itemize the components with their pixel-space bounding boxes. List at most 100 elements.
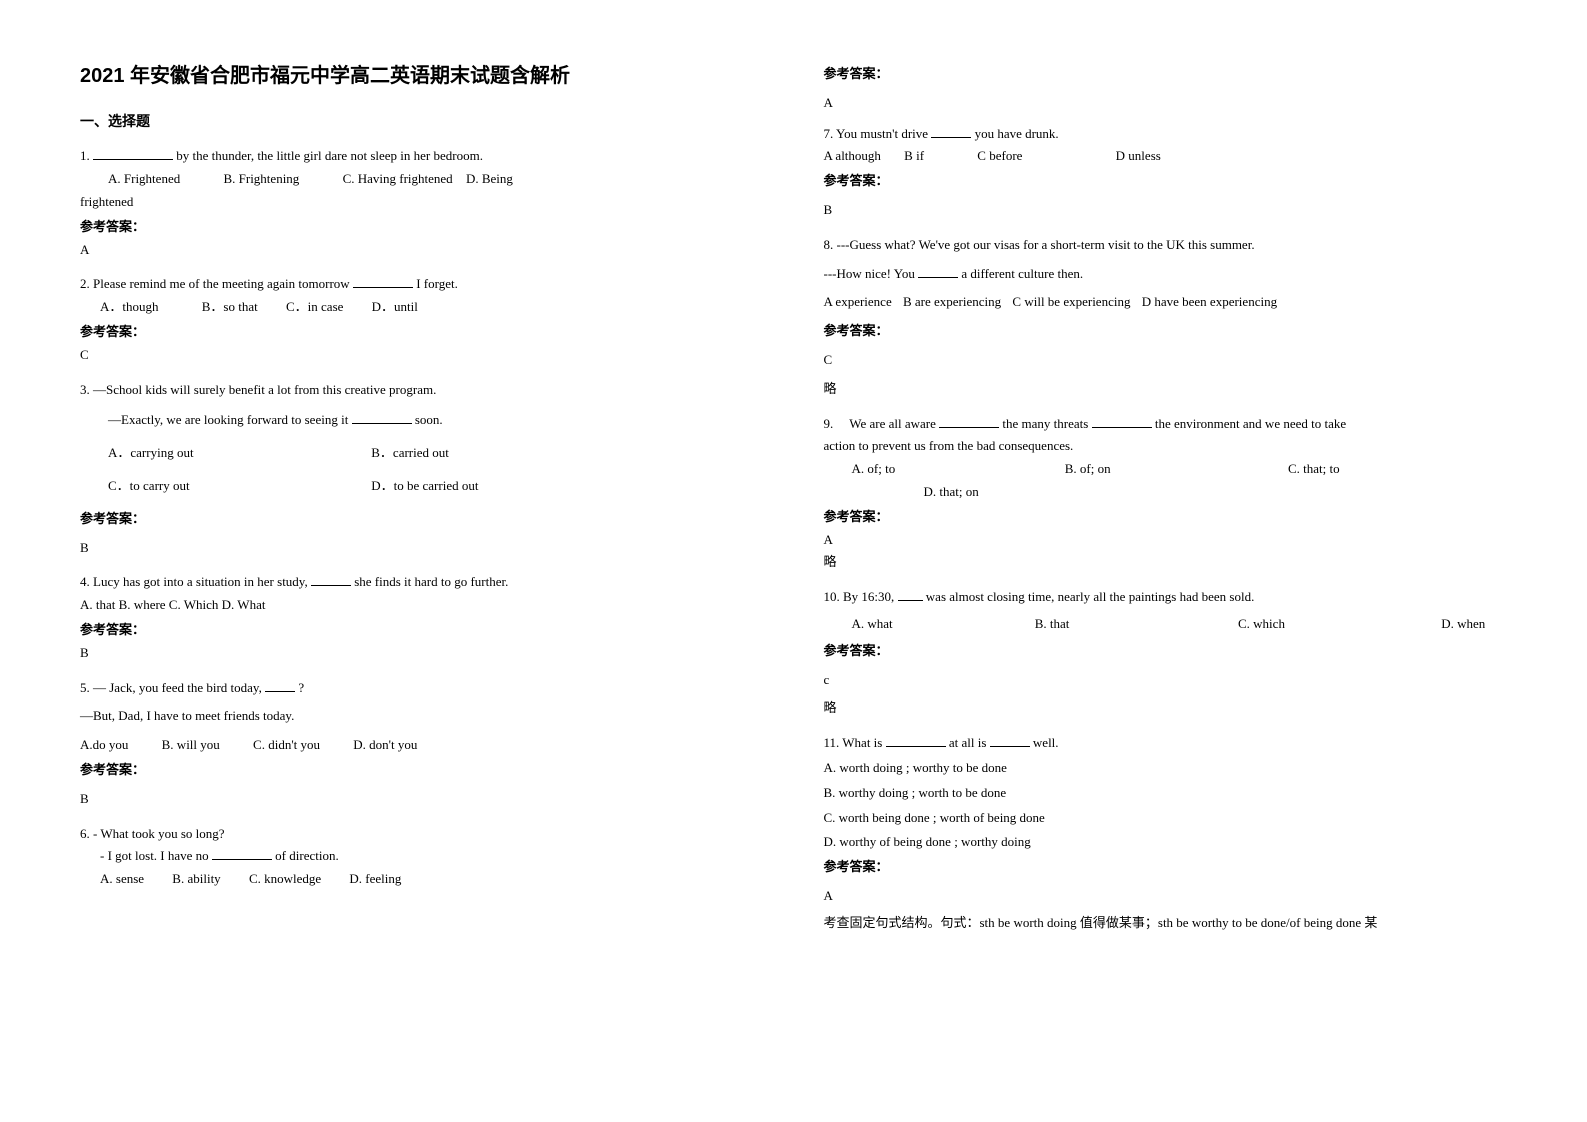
q2-pre: 2. Please remind me of the meeting again… [80,276,350,291]
q5-optD: D. don't you [353,737,417,752]
q3-optA: A．carrying out [108,443,328,464]
q10-blank [898,588,923,601]
question-7: 7. You mustn't drive you have drunk. A a… [824,124,1508,221]
question-6: 6. - What took you so long? - I got lost… [80,824,764,890]
q5-optA: A.do you [80,735,128,756]
question-10: 10. By 16:30, was almost closing time, n… [824,587,1508,719]
q1-optB: B. Frightening [223,169,299,190]
q6-line1: 6. - What took you so long? [80,824,764,845]
q3-line2-pre: —Exactly, we are looking forward to seei… [108,412,348,427]
q2-optB: B．so that [202,297,258,318]
right-column: 参考答案： A 7. You mustn't drive you have dr… [794,60,1538,1062]
q4-blank [311,573,351,586]
q7-answer: B [824,200,1508,221]
q2-optA: A．though [100,297,159,318]
q3-blank [352,411,412,424]
question-3: 3. —School kids will surely benefit a lo… [80,380,764,559]
q10-answer-label: 参考答案： [824,641,1508,662]
q4-pre: 4. Lucy has got into a situation in her … [80,574,311,589]
q5-pre: 5. — Jack, you feed the bird today, [80,680,262,695]
q1-optD: D. Being [466,171,513,186]
q4-opts: A. that B. where C. Which D. What [80,595,764,616]
q11-optD: D. worthy of being done ; worthy doing [824,832,1508,853]
section-head: 一、选择题 [80,112,764,134]
q2-optC: C．in case [286,297,343,318]
q11-blank2 [990,734,1030,747]
q8-line2-pre: ---How nice! You [824,266,919,281]
q6-line2-pre: - I got lost. I have no [100,848,212,863]
page-title: 2021 年安徽省合肥市福元中学高二英语期末试题含解析 [80,60,764,92]
q1-answer-label: 参考答案： [80,217,764,238]
q8-optC: C will be experiencing [1012,294,1130,309]
q10-post: was almost closing time, nearly all the … [926,589,1255,604]
q6-answer: A [824,93,1508,114]
q11-pre: 11. What is [824,735,886,750]
q9-optA: A. of; to [852,459,1022,480]
q11-expl: 考查固定句式结构。句式：sth be worth doing 值得做某事；sth… [824,913,1508,934]
q2-answer: C [80,345,764,366]
q10-optA: A. what [852,614,992,635]
q7-optC: C before [977,146,1022,167]
q7-optB: B if [904,146,924,167]
q4-answer-label: 参考答案： [80,620,764,641]
q8-optB: B are experiencing [903,294,1001,309]
q7-pre: 7. You mustn't drive [824,126,932,141]
q2-blank [353,275,413,288]
q3-line2-post: soon. [415,412,443,427]
q10-optC: C. which [1238,614,1398,635]
question-2: 2. Please remind me of the meeting again… [80,274,764,365]
q9-mid: the many threats [1002,416,1091,431]
q3-optB: B．carried out [371,445,449,460]
q9-tail: action to prevent us from the bad conseq… [824,436,1508,457]
question-1: 1. by the thunder, the little girl dare … [80,146,764,260]
q8-answer-label: 参考答案： [824,321,1508,342]
q7-answer-label: 参考答案： [824,171,1508,192]
q3-optD: D．to be carried out [371,478,478,493]
q11-mid: at all is [949,735,990,750]
q3-answer: B [80,538,764,559]
q10-answer: c [824,670,1508,691]
question-5: 5. — Jack, you feed the bird today, ? —B… [80,678,764,810]
q4-post: she finds it hard to go further. [354,574,508,589]
q1-num: 1. [80,148,90,163]
q9-blank2 [1092,415,1152,428]
q6-optD: D. feeling [349,871,401,886]
q9-omit: 略 [824,552,1508,573]
q8-blank [918,265,958,278]
q5-blank [265,679,295,692]
q11-answer: A [824,886,1508,907]
q5-answer-label: 参考答案： [80,760,764,781]
q9-optD: D. that; on [824,482,1508,503]
q8-optD: D have been experiencing [1142,294,1277,309]
q5-optB: B. will you [162,735,220,756]
q9-num: 9. [824,416,834,431]
q5-line2: —But, Dad, I have to meet friends today. [80,706,764,727]
q8-line2-post: a different culture then. [961,266,1083,281]
q6-optA: A. sense [100,869,144,890]
q11-optC: C. worth being done ; worth of being don… [824,808,1508,829]
left-column: 2021 年安徽省合肥市福元中学高二英语期末试题含解析 一、选择题 1. by … [50,60,794,1062]
q8-line1: 8. ---Guess what? We've got our visas fo… [824,235,1508,256]
q9-answer-label: 参考答案： [824,507,1508,528]
q9-pre: We are all aware [849,416,939,431]
q5-answer: B [80,789,764,810]
q9-optB: B. of; on [1065,459,1245,480]
q8-omit: 略 [824,379,1508,400]
q5-optC: C. didn't you [253,735,320,756]
q9-optC: C. that; to [1288,461,1340,476]
q3-answer-label: 参考答案： [80,509,764,530]
q11-blank1 [886,734,946,747]
question-8: 8. ---Guess what? We've got our visas fo… [824,235,1508,400]
q5-post: ? [298,680,304,695]
q4-answer: B [80,643,764,664]
q11-post: well. [1033,735,1059,750]
q1-blank [93,147,173,160]
q1-opt-tail: frightened [80,192,764,213]
q6-line2-post: of direction. [275,848,339,863]
q7-post: you have drunk. [975,126,1059,141]
q8-optA: A experience [824,294,892,309]
q11-answer-label: 参考答案： [824,857,1508,878]
q9-post: the environment and we need to take [1155,416,1346,431]
q10-omit: 略 [824,698,1508,719]
question-9: 9. We are all aware the many threats the… [824,414,1508,574]
